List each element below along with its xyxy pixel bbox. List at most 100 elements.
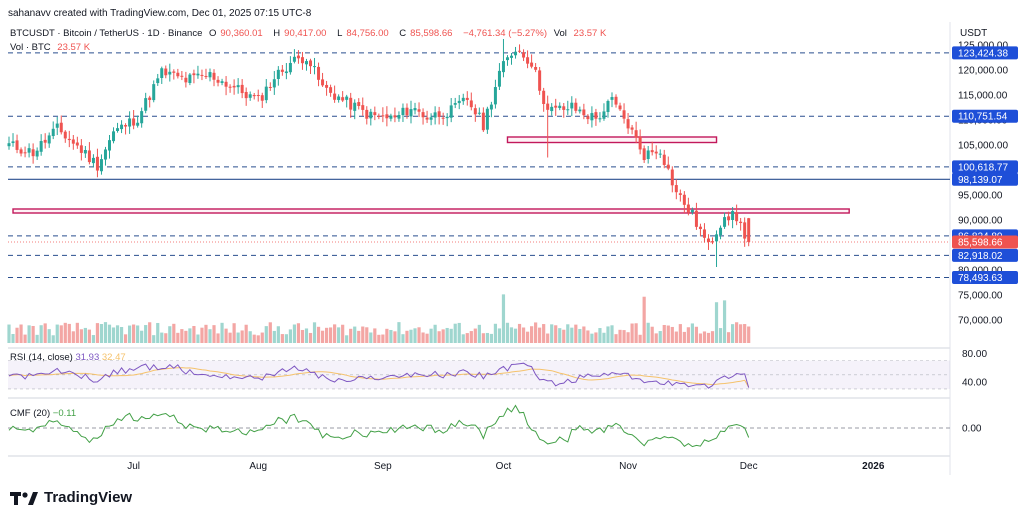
candle-body [449,105,453,118]
candle [196,65,200,79]
currency-label[interactable]: USDT [960,28,988,39]
volume-bar [743,324,747,343]
candle [95,148,99,178]
volume-bar [614,334,618,343]
symbol-legend[interactable]: BTCUSDT · Bitcoin / TetherUS · 1D · Bina… [10,28,614,39]
candle [702,223,706,243]
volume-bar [449,328,453,343]
candle [71,134,75,150]
candle [176,68,180,79]
volume-bar [521,327,526,343]
candle-body [192,73,196,76]
time-tick-label: 2026 [862,461,885,472]
candle-body [252,95,256,97]
candle-body [626,119,630,129]
volume-bar [160,332,164,343]
volume-bar [602,332,606,343]
candle [321,72,325,87]
volume-bar [722,300,727,343]
volume-bar [11,334,15,343]
candle [39,134,43,156]
volume-bar [646,322,650,343]
candle [393,107,397,123]
candle [329,84,333,97]
volume-bar [224,328,228,343]
rsi-legend[interactable]: RSI (14, close) 31.93 32.47 [10,352,126,363]
candle-body [361,105,365,110]
candle-body [300,57,304,64]
volume-bar [445,327,449,343]
candle [325,80,329,96]
volume-bar [208,329,212,343]
candle-body [236,85,240,88]
volume-bar [357,330,361,343]
price-badge-bg [952,46,1018,60]
candle [606,99,610,118]
candle-body [216,79,220,83]
volume-bar [353,326,357,343]
volume-bar [276,326,280,343]
time-tick-label: Aug [249,461,267,472]
candle [566,100,570,115]
candle-body [43,139,47,143]
volume-bar [83,327,87,343]
candle [116,122,120,133]
volume-bar [232,323,236,343]
candle-body [7,143,11,147]
candle-body [437,111,441,117]
volume-legend[interactable]: Vol · BTC 23.57 K [10,42,94,53]
candle-body [622,110,626,119]
candle-body [445,116,449,119]
candle [47,132,51,148]
volume-bar [337,327,341,343]
volume-bar [538,327,542,343]
volume-bar [465,333,469,343]
price-tick-label: 115,000.00 [958,91,1008,102]
volume-bar [574,324,578,343]
candle [244,87,248,106]
candle-body [578,109,582,112]
candle [272,71,276,95]
cmf-legend[interactable]: CMF (20) −0.11 [10,408,76,419]
candle [739,217,743,231]
candle-body [566,109,570,111]
candle-body [409,109,413,117]
volume-bar [144,325,148,343]
volume-bar [517,323,522,343]
candle-body [200,74,204,76]
volume-bar [31,325,35,343]
volume-bar [586,330,590,343]
candle-body [304,61,308,65]
volume-bar [481,333,485,343]
candle-body [727,216,731,221]
volume-bar [389,329,393,343]
volume-bar [39,325,43,343]
volume-bar [542,324,546,343]
candle [477,107,481,116]
tradingview-logo[interactable]: TradingView [10,489,132,506]
rsi-line [8,362,750,389]
candle-body [59,122,63,133]
volume-bar [132,324,136,343]
volume-bar [642,296,646,343]
candle-body [618,105,622,110]
candle-body [694,210,698,227]
volume-bar [228,332,232,343]
volume-bar [292,324,297,343]
candle-body [71,139,75,144]
candle [694,202,698,230]
candle [674,179,678,200]
volume-bar [136,325,140,343]
volume-bar [714,302,719,343]
ohlc-open: O 90,360.01 [209,28,263,39]
volume-bar [192,325,196,343]
candle-body [120,124,124,130]
candle [232,79,236,95]
candle [405,103,409,119]
volume-bar [200,327,204,343]
volume-bar [308,332,313,343]
candle-body [465,97,469,100]
price-badge-bg [952,109,1018,123]
candle [562,103,566,118]
